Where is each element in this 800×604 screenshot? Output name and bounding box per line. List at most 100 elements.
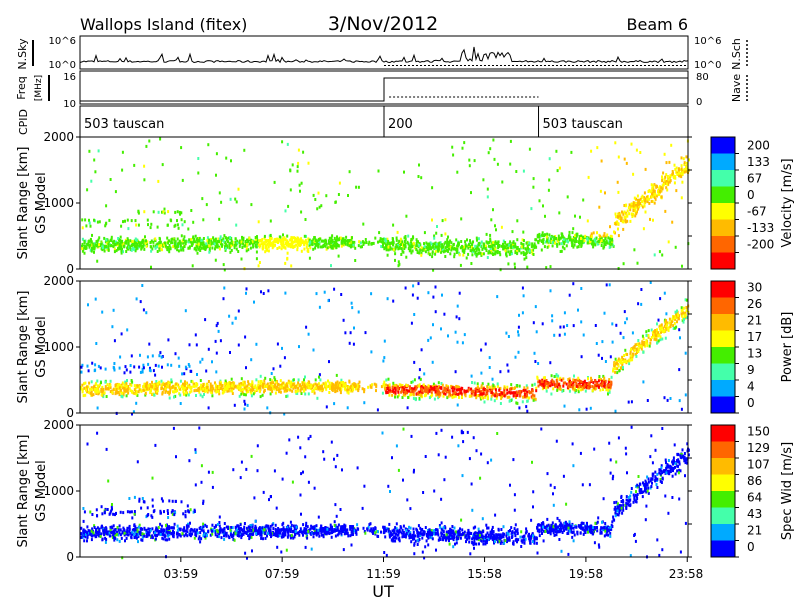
heatmap-cell — [548, 240, 550, 243]
heatmap-cell — [428, 246, 430, 249]
heatmap-cell — [679, 336, 681, 339]
colorbar-swatch — [711, 314, 735, 331]
heatmap-cell — [560, 388, 562, 391]
heatmap-cell — [615, 215, 617, 218]
heatmap-cell — [250, 358, 252, 361]
heatmap-cell — [678, 167, 680, 170]
heatmap-cell — [533, 177, 535, 180]
heatmap-cell — [637, 202, 639, 205]
heatmap-cell — [483, 387, 485, 390]
heatmap-cell — [505, 332, 507, 335]
heatmap-cell — [478, 237, 480, 240]
heatmap-cell — [590, 238, 592, 241]
heatmap-cell — [250, 247, 252, 250]
heatmap-cell — [601, 239, 603, 242]
heatmap-cell — [259, 261, 261, 264]
heatmap-cell — [295, 390, 297, 393]
heatmap-cell — [588, 176, 590, 179]
heatmap-cell — [508, 250, 510, 253]
heatmap-cell — [494, 244, 496, 247]
heatmap-cell — [181, 234, 183, 237]
heatmap-cell — [550, 289, 552, 292]
heatmap-cell — [292, 383, 294, 386]
heatmap-cell — [374, 237, 376, 240]
heatmap-cell — [240, 393, 242, 396]
heatmap-cell — [462, 254, 464, 257]
colorbar-tick-label: 67 — [747, 172, 762, 186]
heatmap-cell — [476, 449, 478, 452]
heatmap-cell — [299, 184, 301, 187]
heatmap-cell — [90, 392, 92, 395]
heatmap-cell — [158, 211, 160, 214]
heatmap-cell — [303, 248, 305, 251]
heatmap-cell — [303, 385, 305, 388]
heatmap-cell — [286, 389, 288, 392]
heatmap-cell — [316, 207, 318, 210]
heatmap-cell — [587, 377, 589, 380]
heatmap-cell — [642, 335, 644, 338]
heatmap-cell — [516, 238, 518, 241]
heatmap-cell — [289, 383, 291, 386]
heatmap-cell — [267, 289, 269, 292]
heatmap-cell — [398, 263, 400, 266]
heatmap-cell — [298, 149, 300, 152]
heatmap-cell — [475, 393, 477, 396]
heatmap-cell — [215, 384, 217, 387]
heatmap-cell — [435, 246, 437, 249]
heatmap-cell — [499, 253, 501, 256]
heatmap-cell — [350, 331, 352, 334]
heatmap-cell — [610, 381, 612, 384]
heatmap-cell — [239, 386, 241, 389]
heatmap-cell — [644, 191, 646, 194]
heatmap-cell — [541, 380, 543, 383]
heatmap-cell — [165, 387, 167, 390]
model-label: GS Model — [34, 172, 49, 234]
heatmap-cell — [443, 250, 445, 253]
heatmap-cell — [201, 464, 203, 467]
heatmap-cell — [615, 358, 617, 361]
heatmap-cell — [501, 181, 503, 184]
heatmap-cell — [96, 432, 98, 435]
heatmap-cell — [105, 368, 107, 371]
heatmap-cell — [646, 334, 648, 337]
heatmap-cell — [469, 164, 471, 167]
heatmap-cell — [582, 199, 584, 202]
heatmap-cell — [514, 391, 516, 394]
heatmap-cell — [569, 238, 571, 241]
heatmap-cell — [490, 218, 492, 221]
heatmap-cell — [601, 357, 603, 360]
heatmap-cell — [652, 219, 654, 222]
heatmap-cell — [285, 209, 287, 212]
heatmap-cell — [337, 381, 339, 384]
heatmap-cell — [379, 240, 381, 243]
heatmap-cell — [495, 228, 497, 231]
heatmap-cell — [259, 389, 261, 392]
heatmap-cell — [432, 387, 434, 390]
heatmap-cell — [126, 394, 128, 397]
heatmap-cell — [287, 395, 289, 398]
heatmap-cell — [355, 186, 357, 189]
heatmap-cell — [256, 257, 258, 260]
heatmap-cell — [285, 247, 287, 250]
heatmap-cell — [522, 311, 524, 314]
heatmap-cell — [420, 378, 422, 381]
heatmap-cell — [162, 210, 164, 213]
heatmap-cell — [521, 245, 523, 248]
heatmap-cell — [654, 330, 656, 333]
heatmap-cell — [237, 250, 239, 253]
heatmap-cell — [344, 331, 346, 334]
heatmap-cell — [510, 250, 512, 253]
heatmap-cell — [510, 392, 512, 395]
heatmap-cell — [423, 242, 425, 245]
heatmap-cell — [331, 245, 333, 248]
heatmap-cell — [90, 180, 92, 183]
heatmap-cell — [315, 383, 317, 386]
heatmap-cell — [94, 170, 96, 173]
heatmap-cell — [526, 251, 528, 254]
heatmap-cell — [564, 405, 566, 408]
heatmap-cell — [124, 387, 126, 390]
heatmap-cell — [159, 237, 161, 240]
heatmap-cell — [512, 458, 514, 461]
nsky-tick-high: 10^6 — [49, 36, 76, 47]
heatmap-cell — [497, 241, 499, 244]
